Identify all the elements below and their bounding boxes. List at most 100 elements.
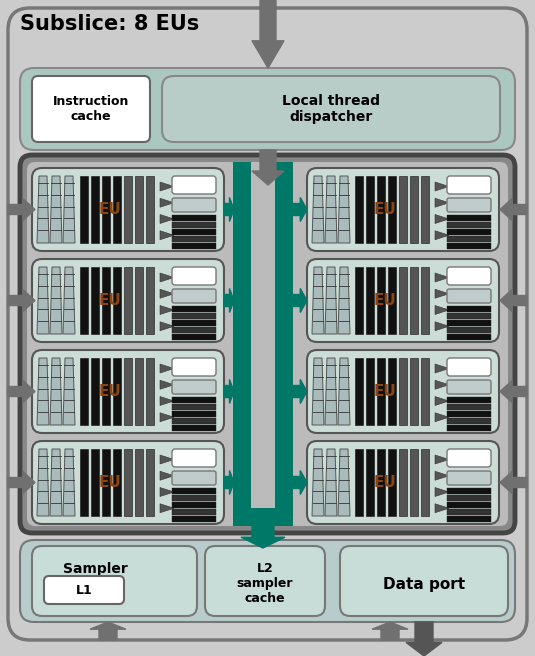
Text: EU: EU xyxy=(98,475,121,490)
Bar xyxy=(91,449,99,516)
Polygon shape xyxy=(224,197,234,222)
Bar xyxy=(377,449,385,516)
Bar xyxy=(102,267,110,334)
Bar xyxy=(91,176,99,243)
Bar xyxy=(355,449,363,516)
Bar xyxy=(124,358,132,425)
Bar xyxy=(172,327,216,333)
Polygon shape xyxy=(435,182,449,191)
Polygon shape xyxy=(325,267,337,334)
Bar xyxy=(447,243,491,249)
Polygon shape xyxy=(435,471,449,480)
Polygon shape xyxy=(435,273,449,282)
FancyBboxPatch shape xyxy=(307,441,499,524)
Bar xyxy=(447,236,491,242)
Text: Local thread
dispatcher: Local thread dispatcher xyxy=(282,94,380,124)
Polygon shape xyxy=(500,380,527,403)
FancyBboxPatch shape xyxy=(447,449,491,467)
Polygon shape xyxy=(224,470,234,495)
Bar xyxy=(447,488,491,494)
Bar xyxy=(80,449,88,516)
Text: Sampler: Sampler xyxy=(63,562,127,576)
Polygon shape xyxy=(224,380,234,403)
FancyBboxPatch shape xyxy=(307,259,499,342)
Bar xyxy=(410,449,418,516)
Bar xyxy=(377,176,385,243)
FancyBboxPatch shape xyxy=(447,358,491,376)
Bar xyxy=(410,176,418,243)
Bar xyxy=(172,502,216,508)
Bar xyxy=(399,176,407,243)
Text: Instruction
cache: Instruction cache xyxy=(53,95,129,123)
Polygon shape xyxy=(160,471,174,480)
Bar xyxy=(410,267,418,334)
Polygon shape xyxy=(160,306,174,314)
FancyBboxPatch shape xyxy=(20,155,515,533)
Bar xyxy=(135,449,143,516)
Polygon shape xyxy=(435,413,449,422)
Bar xyxy=(355,358,363,425)
Polygon shape xyxy=(372,622,408,640)
Bar xyxy=(355,176,363,243)
Bar xyxy=(447,334,491,340)
Polygon shape xyxy=(435,487,449,497)
Bar xyxy=(447,215,491,221)
Bar xyxy=(113,267,121,334)
Bar xyxy=(172,306,216,312)
FancyBboxPatch shape xyxy=(172,358,216,376)
Bar xyxy=(172,418,216,424)
Polygon shape xyxy=(435,455,449,464)
Text: EU: EU xyxy=(373,202,396,217)
FancyBboxPatch shape xyxy=(447,289,491,303)
Polygon shape xyxy=(435,215,449,224)
Bar xyxy=(366,358,374,425)
Polygon shape xyxy=(50,449,62,516)
FancyBboxPatch shape xyxy=(44,576,124,604)
Polygon shape xyxy=(160,380,174,389)
Bar xyxy=(377,267,385,334)
Bar xyxy=(447,411,491,417)
Bar xyxy=(135,358,143,425)
Bar xyxy=(113,358,121,425)
Polygon shape xyxy=(8,472,35,493)
Bar xyxy=(80,267,88,334)
Polygon shape xyxy=(435,364,449,373)
Bar xyxy=(447,313,491,319)
FancyBboxPatch shape xyxy=(447,267,491,285)
Polygon shape xyxy=(435,321,449,331)
Polygon shape xyxy=(90,622,126,640)
FancyBboxPatch shape xyxy=(172,380,216,394)
FancyBboxPatch shape xyxy=(32,259,224,342)
Polygon shape xyxy=(160,198,174,207)
Bar xyxy=(421,449,429,516)
Text: EU: EU xyxy=(98,384,121,399)
FancyBboxPatch shape xyxy=(32,546,197,616)
Polygon shape xyxy=(500,199,527,220)
Polygon shape xyxy=(160,182,174,191)
Polygon shape xyxy=(435,289,449,298)
Polygon shape xyxy=(160,413,174,422)
Polygon shape xyxy=(406,622,442,656)
Polygon shape xyxy=(8,380,35,403)
Bar xyxy=(447,425,491,431)
Polygon shape xyxy=(63,449,75,516)
Bar xyxy=(447,404,491,410)
Bar xyxy=(421,358,429,425)
Bar xyxy=(355,267,363,334)
Polygon shape xyxy=(435,231,449,239)
Polygon shape xyxy=(325,449,337,516)
Bar xyxy=(124,176,132,243)
Bar xyxy=(447,229,491,235)
Bar xyxy=(80,176,88,243)
Text: EU: EU xyxy=(98,202,121,217)
Bar xyxy=(447,222,491,228)
FancyBboxPatch shape xyxy=(20,540,515,622)
Bar xyxy=(172,488,216,494)
Bar xyxy=(388,449,396,516)
Bar xyxy=(172,222,216,228)
Bar xyxy=(172,516,216,522)
FancyBboxPatch shape xyxy=(447,198,491,212)
Bar xyxy=(102,176,110,243)
Polygon shape xyxy=(241,521,285,548)
Bar xyxy=(421,176,429,243)
